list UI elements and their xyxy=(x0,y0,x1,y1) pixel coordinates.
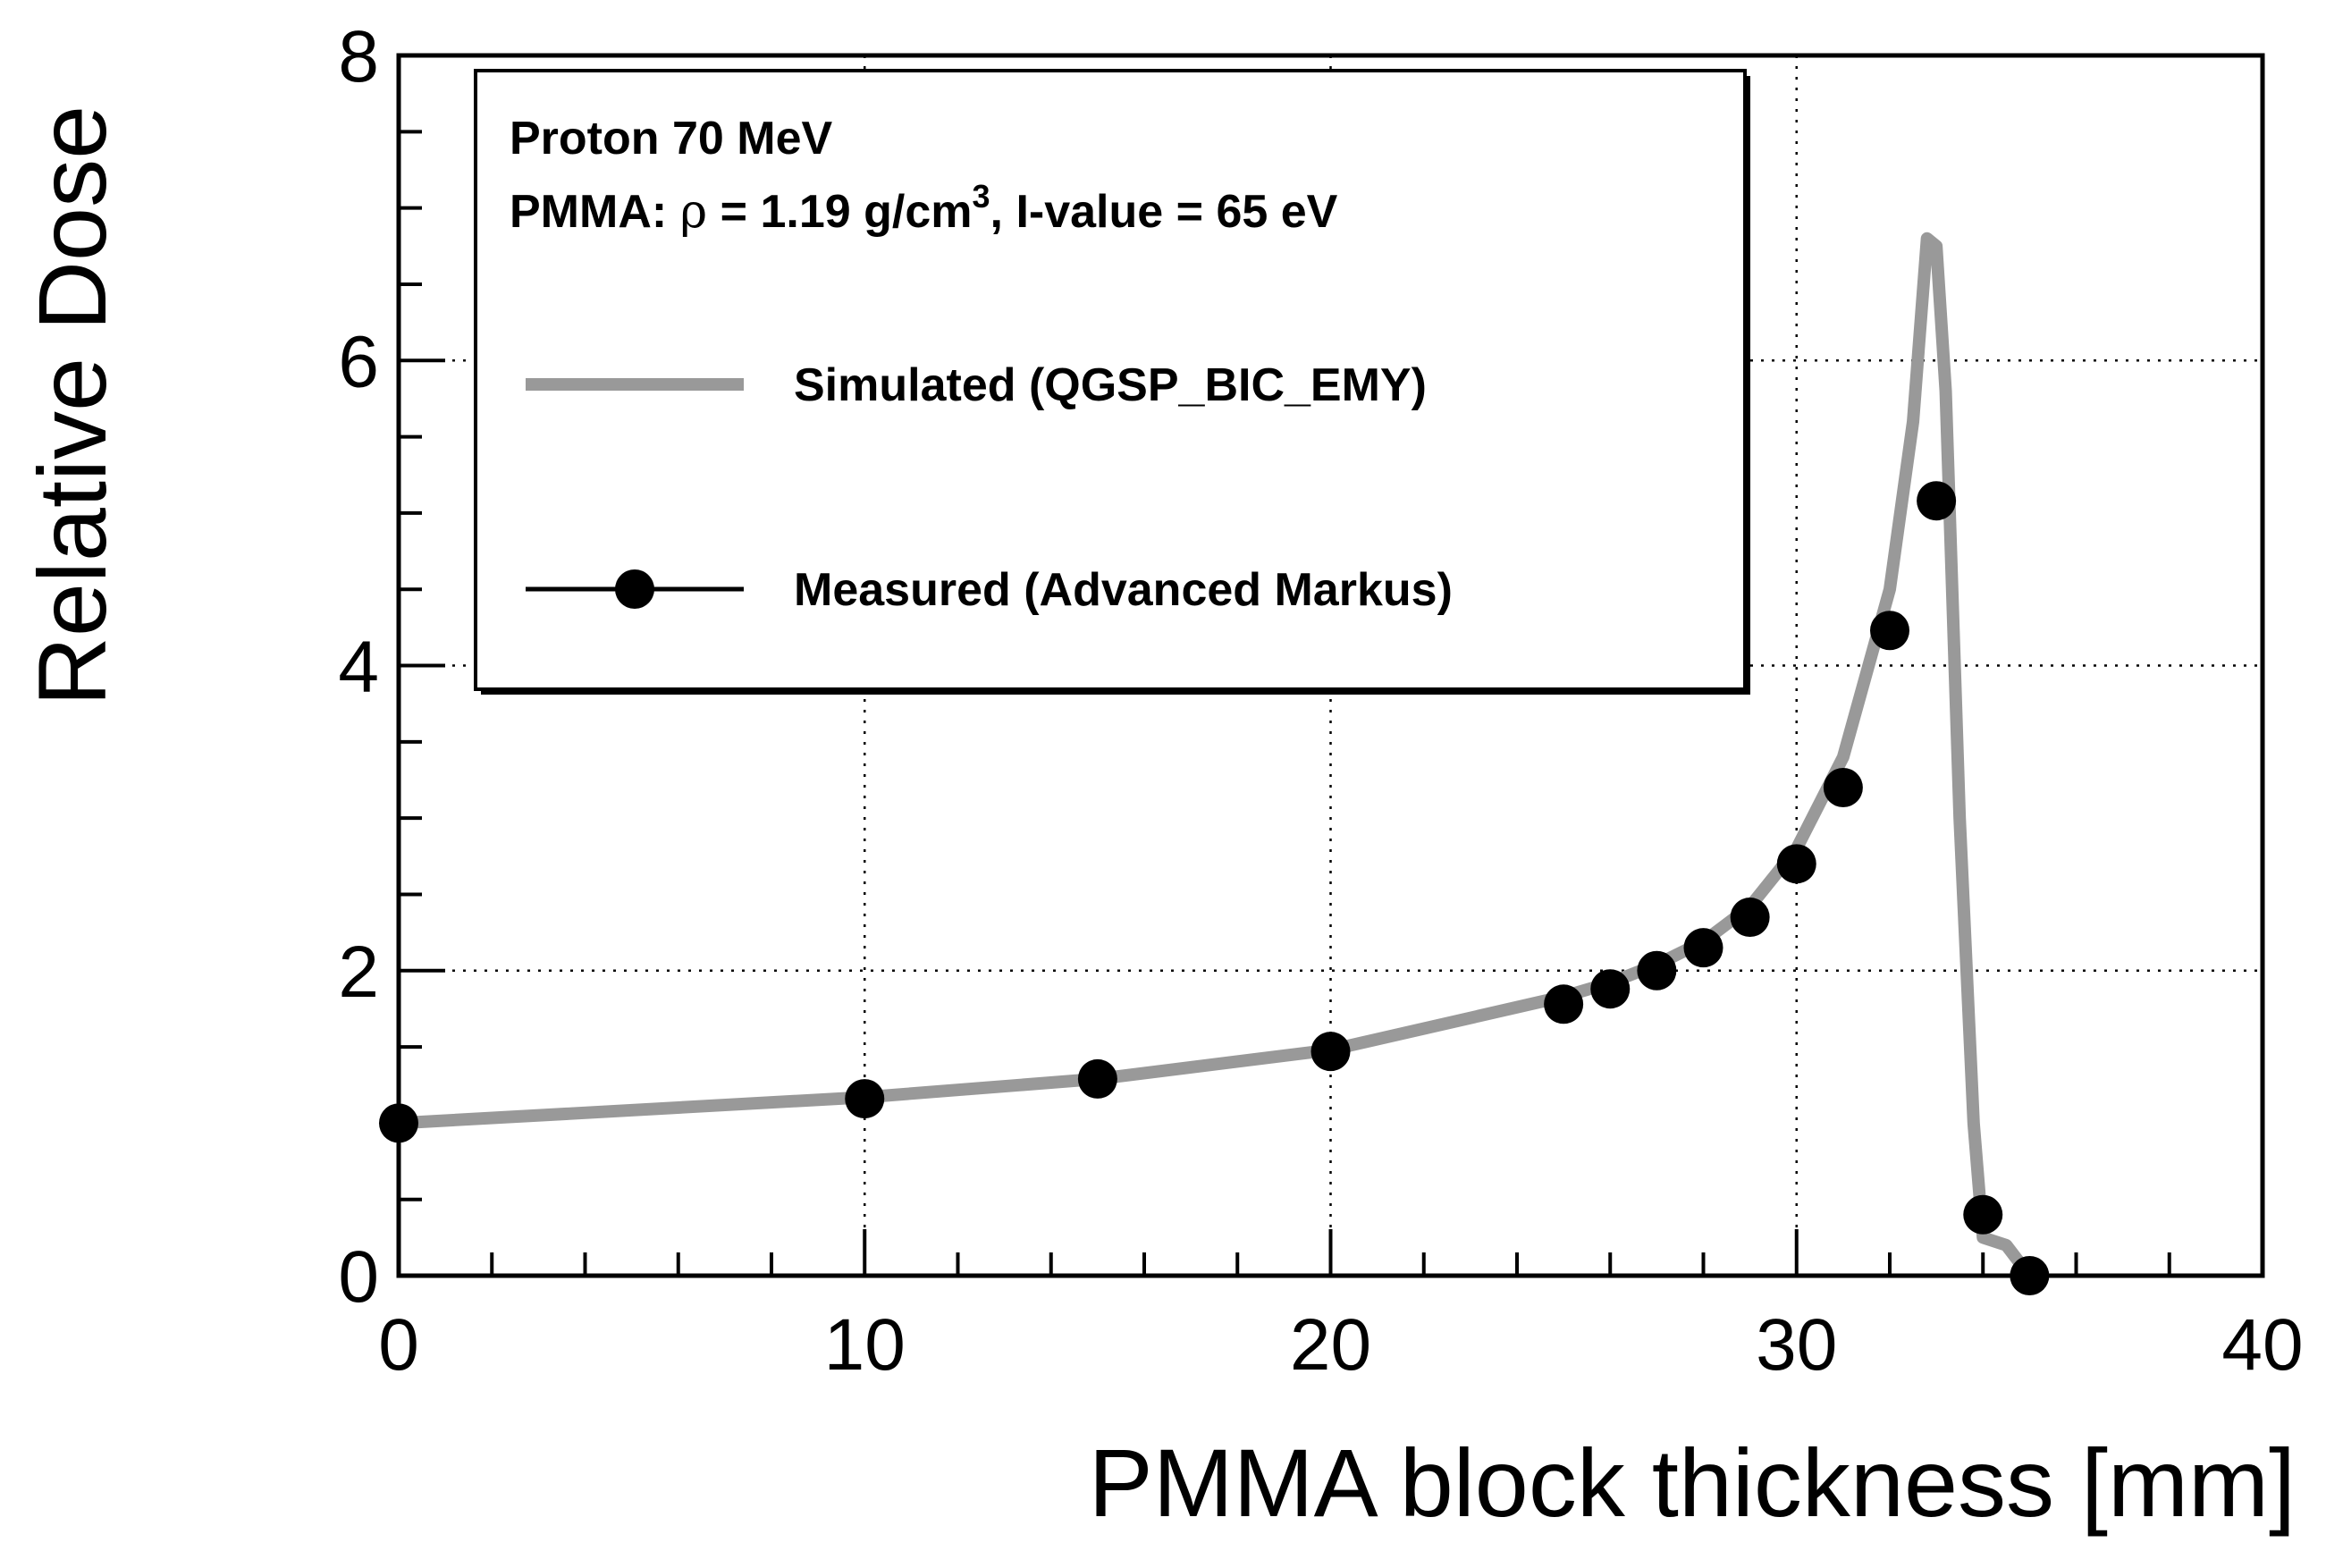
measured-data-point xyxy=(1963,1194,2003,1235)
plot-frame xyxy=(396,53,2265,1278)
measured-data-point xyxy=(1730,898,1770,938)
measured-data-point xyxy=(1590,969,1631,1009)
legend-simulated-label: Simulated (QGSP_BIC_EMY) xyxy=(794,359,1427,411)
measured-data-point xyxy=(1310,1032,1351,1072)
y-tick-label: 2 xyxy=(338,932,379,1013)
legend-measured-swatch-marker xyxy=(615,569,654,609)
data-series xyxy=(379,232,2050,1295)
legend: Proton 70 MeV PMMA: ρ = 1.19 g/cm3, I-va… xyxy=(474,69,1750,695)
y-axis-title: Relative Dose xyxy=(18,105,126,706)
annotation-suffix: , I-value = 65 eV xyxy=(990,186,1338,238)
y-tick-label: 4 xyxy=(338,627,379,708)
measured-data-point xyxy=(1077,1058,1117,1099)
measured-data-point xyxy=(1683,928,1723,968)
x-tick-label: 30 xyxy=(1756,1304,1837,1386)
x-tick-label: 40 xyxy=(2221,1304,2303,1386)
measured-data-point xyxy=(1776,844,1816,884)
legend-measured-label: Measured (Advanced Markus) xyxy=(794,564,1453,616)
simulated-series-line xyxy=(392,232,2036,1282)
x-tick-label: 20 xyxy=(1290,1304,1371,1386)
y-tick-label: 8 xyxy=(338,16,379,97)
measured-data-point xyxy=(1823,768,1863,807)
measured-data-point xyxy=(1870,611,1909,651)
tick-labels: 0 10 20 30 40 0 2 4 6 8 xyxy=(338,16,2303,1386)
y-tick-label: 6 xyxy=(338,321,379,402)
measured-data-point xyxy=(845,1079,885,1119)
annotation-line2: PMMA: ρ = 1.19 g/cm3, I-value = 65 eV xyxy=(510,178,1338,239)
annotation-mid: = 1.19 g/cm xyxy=(707,186,972,238)
annotation-superscript: 3 xyxy=(973,178,990,215)
x-axis-title: PMMA block thickness [mm] xyxy=(1089,1429,2296,1537)
x-tick-label: 0 xyxy=(378,1304,419,1386)
measured-data-point xyxy=(1637,950,1677,991)
measured-data-point xyxy=(1544,984,1584,1024)
annotation-rho: ρ xyxy=(680,185,708,239)
annotation-line1: Proton 70 MeV xyxy=(510,113,832,164)
y-tick-label: 0 xyxy=(338,1236,379,1318)
annotation-prefix: PMMA: xyxy=(510,186,680,238)
x-tick-label: 10 xyxy=(824,1304,906,1386)
measured-data-point xyxy=(1917,481,1957,521)
